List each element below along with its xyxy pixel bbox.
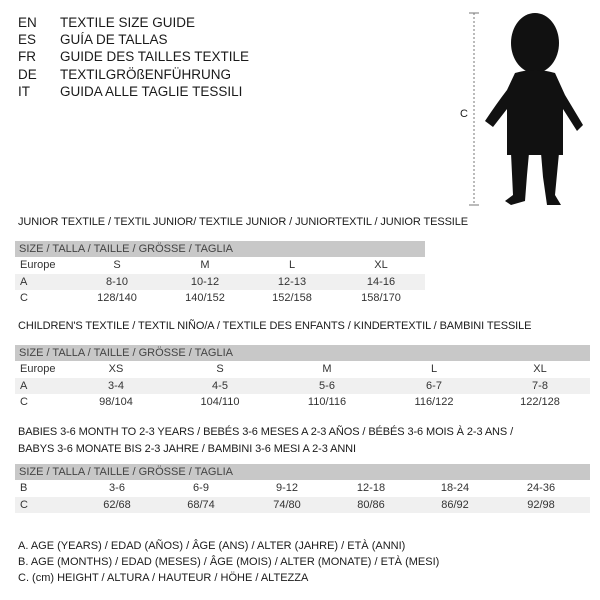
table-cell: XL bbox=[374, 259, 388, 271]
table-cell: 158/170 bbox=[361, 292, 401, 304]
legend-notes: A. AGE (YEARS) / EDAD (AÑOS) / ÂGE (ANS)… bbox=[18, 538, 439, 586]
lang-code: EN bbox=[18, 15, 37, 30]
table-cell: XS bbox=[108, 363, 124, 375]
table-cell: 68/74 bbox=[187, 498, 215, 511]
table-row: B 3-6 6-9 9-12 12-18 18-24 24-36 bbox=[15, 480, 590, 497]
table-cell: 122/128 bbox=[520, 396, 560, 408]
table-cell: 3-6 bbox=[109, 482, 125, 494]
table-cell: 110/116 bbox=[307, 396, 347, 408]
table-row: C 62/68 68/74 74/80 80/86 86/92 92/98 bbox=[15, 496, 590, 513]
table-cell: XL bbox=[533, 363, 547, 375]
table-cell: 8-10 bbox=[105, 275, 129, 288]
note-a: A. AGE (YEARS) / EDAD (AÑOS) / ÂGE (ANS)… bbox=[18, 540, 406, 552]
table-cell: 7-8 bbox=[532, 379, 548, 392]
guide-titles: EN TEXTILE SIZE GUIDE ES GUÍA DE TALLAS FR GU… bbox=[18, 14, 249, 100]
child-figure: C bbox=[455, 5, 595, 215]
lang-row: IT GUIDA ALLE TAGLIE TESSILI bbox=[18, 83, 249, 100]
row-label: B bbox=[20, 482, 28, 494]
lang-row: FR GUIDE DES TAILLES TEXTILE bbox=[18, 48, 249, 65]
table-cell: 18-24 bbox=[440, 482, 470, 494]
table-cell: 104/110 bbox=[200, 396, 240, 408]
babies-heading-line1: BABIES 3-6 MONTH TO 2-3 YEARS / BEBÉS 3-… bbox=[18, 426, 514, 438]
table-cell: 6-9 bbox=[193, 482, 209, 494]
size-header: SIZE / TALLA / TAILLE / GRÖSSE / TAGLIA bbox=[15, 241, 425, 257]
row-label: A bbox=[20, 379, 28, 392]
table-cell: 128/140 bbox=[97, 292, 137, 304]
table-cell: 62/68 bbox=[103, 498, 131, 511]
lang-row: DE TEXTILGRÖßENFÜHRUNG bbox=[18, 66, 249, 83]
table-cell: S bbox=[216, 363, 224, 375]
table-row: Europe XS S M L XL bbox=[15, 361, 590, 378]
children-size-table: SIZE / TALLA / TAILLE / GRÖSSE / TAGLIA E… bbox=[15, 345, 590, 411]
table-cell: 24-36 bbox=[526, 482, 556, 494]
row-label: A bbox=[20, 275, 28, 288]
table-row: C 98/104 104/110 110/116 116/122 122/128 bbox=[15, 394, 590, 411]
table-cell: 12-13 bbox=[277, 275, 307, 288]
table-cell: 10-12 bbox=[190, 275, 220, 288]
junior-heading: JUNIOR TEXTILE / TEXTIL JUNIOR/ TEXTILE … bbox=[18, 216, 469, 228]
junior-size-table: SIZE / TALLA / TAILLE / GRÖSSE / TAGLIA E… bbox=[15, 241, 425, 307]
table-cell: 116/122 bbox=[414, 396, 454, 408]
table-cell: 86/92 bbox=[441, 498, 469, 511]
lang-row: ES GUÍA DE TALLAS bbox=[18, 31, 249, 48]
table-row: A 3-4 4-5 5-6 6-7 7-8 bbox=[15, 377, 590, 394]
child-silhouette-icon bbox=[469, 12, 583, 206]
table-cell: S bbox=[113, 259, 121, 271]
table-cell: 152/158 bbox=[272, 292, 312, 304]
lang-title: TEXTILGRÖßENFÜHRUNG bbox=[60, 66, 232, 82]
table-cell: 12-18 bbox=[356, 482, 386, 494]
lang-code: IT bbox=[18, 83, 30, 99]
lang-title: GUIDA ALLE TAGLIE TESSILI bbox=[60, 83, 243, 99]
table-cell: 92/98 bbox=[527, 498, 555, 511]
table-cell: 5-6 bbox=[319, 379, 335, 392]
table-cell: M bbox=[322, 363, 332, 375]
height-label: C bbox=[460, 108, 468, 120]
table-cell: 9-12 bbox=[275, 482, 299, 494]
table-row: Europe S M L XL bbox=[15, 257, 425, 274]
babies-size-table: SIZE / TALLA / TAILLE / GRÖSSE / TAGLIA B… bbox=[15, 464, 590, 513]
row-label: Europe bbox=[20, 259, 56, 271]
table-cell: 14-16 bbox=[366, 275, 396, 288]
note-b: B. AGE (MONTHS) / EDAD (MESES) / ÂGE (MO… bbox=[18, 556, 440, 568]
table-cell: 3-4 bbox=[108, 379, 124, 392]
children-heading: CHILDREN'S TEXTILE / TEXTIL NIÑO/A / TEX… bbox=[18, 320, 532, 332]
note-c: C. (cm) HEIGHT / ALTURA / HAUTEUR / HÖHE… bbox=[18, 572, 309, 584]
table-cell: M bbox=[200, 259, 210, 271]
lang-title: TEXTILE SIZE GUIDE bbox=[60, 15, 196, 30]
table-cell: 98/104 bbox=[99, 396, 133, 408]
table-cell: 4-5 bbox=[212, 379, 228, 392]
table-row: C 128/140 140/152 152/158 158/170 bbox=[15, 290, 425, 307]
lang-row: EN TEXTILE SIZE GUIDE bbox=[18, 14, 249, 31]
lang-title: GUIDE DES TAILLES TEXTILE bbox=[60, 49, 250, 65]
lang-code: DE bbox=[18, 66, 37, 82]
lang-title: GUÍA DE TALLAS bbox=[60, 32, 168, 48]
lang-code: ES bbox=[18, 32, 37, 48]
table-cell: 74/80 bbox=[273, 498, 301, 511]
row-label: C bbox=[20, 396, 28, 408]
table-cell: L bbox=[430, 363, 438, 375]
table-cell: L bbox=[288, 259, 296, 271]
lang-code: FR bbox=[18, 49, 36, 65]
row-label: Europe bbox=[20, 363, 56, 375]
babies-heading-line2: BABYS 3-6 MONATE BIS 2-3 JAHRE / BAMBINI… bbox=[18, 443, 356, 455]
size-header: SIZE / TALLA / TAILLE / GRÖSSE / TAGLIA bbox=[15, 345, 590, 361]
table-cell: 80/86 bbox=[357, 498, 385, 511]
table-cell: 140/152 bbox=[185, 292, 225, 304]
row-label: C bbox=[20, 498, 28, 511]
size-header: SIZE / TALLA / TAILLE / GRÖSSE / TAGLIA bbox=[15, 464, 590, 480]
table-cell: 6-7 bbox=[426, 379, 442, 392]
row-label: C bbox=[20, 292, 28, 304]
table-row: A 8-10 10-12 12-13 14-16 bbox=[15, 273, 425, 290]
